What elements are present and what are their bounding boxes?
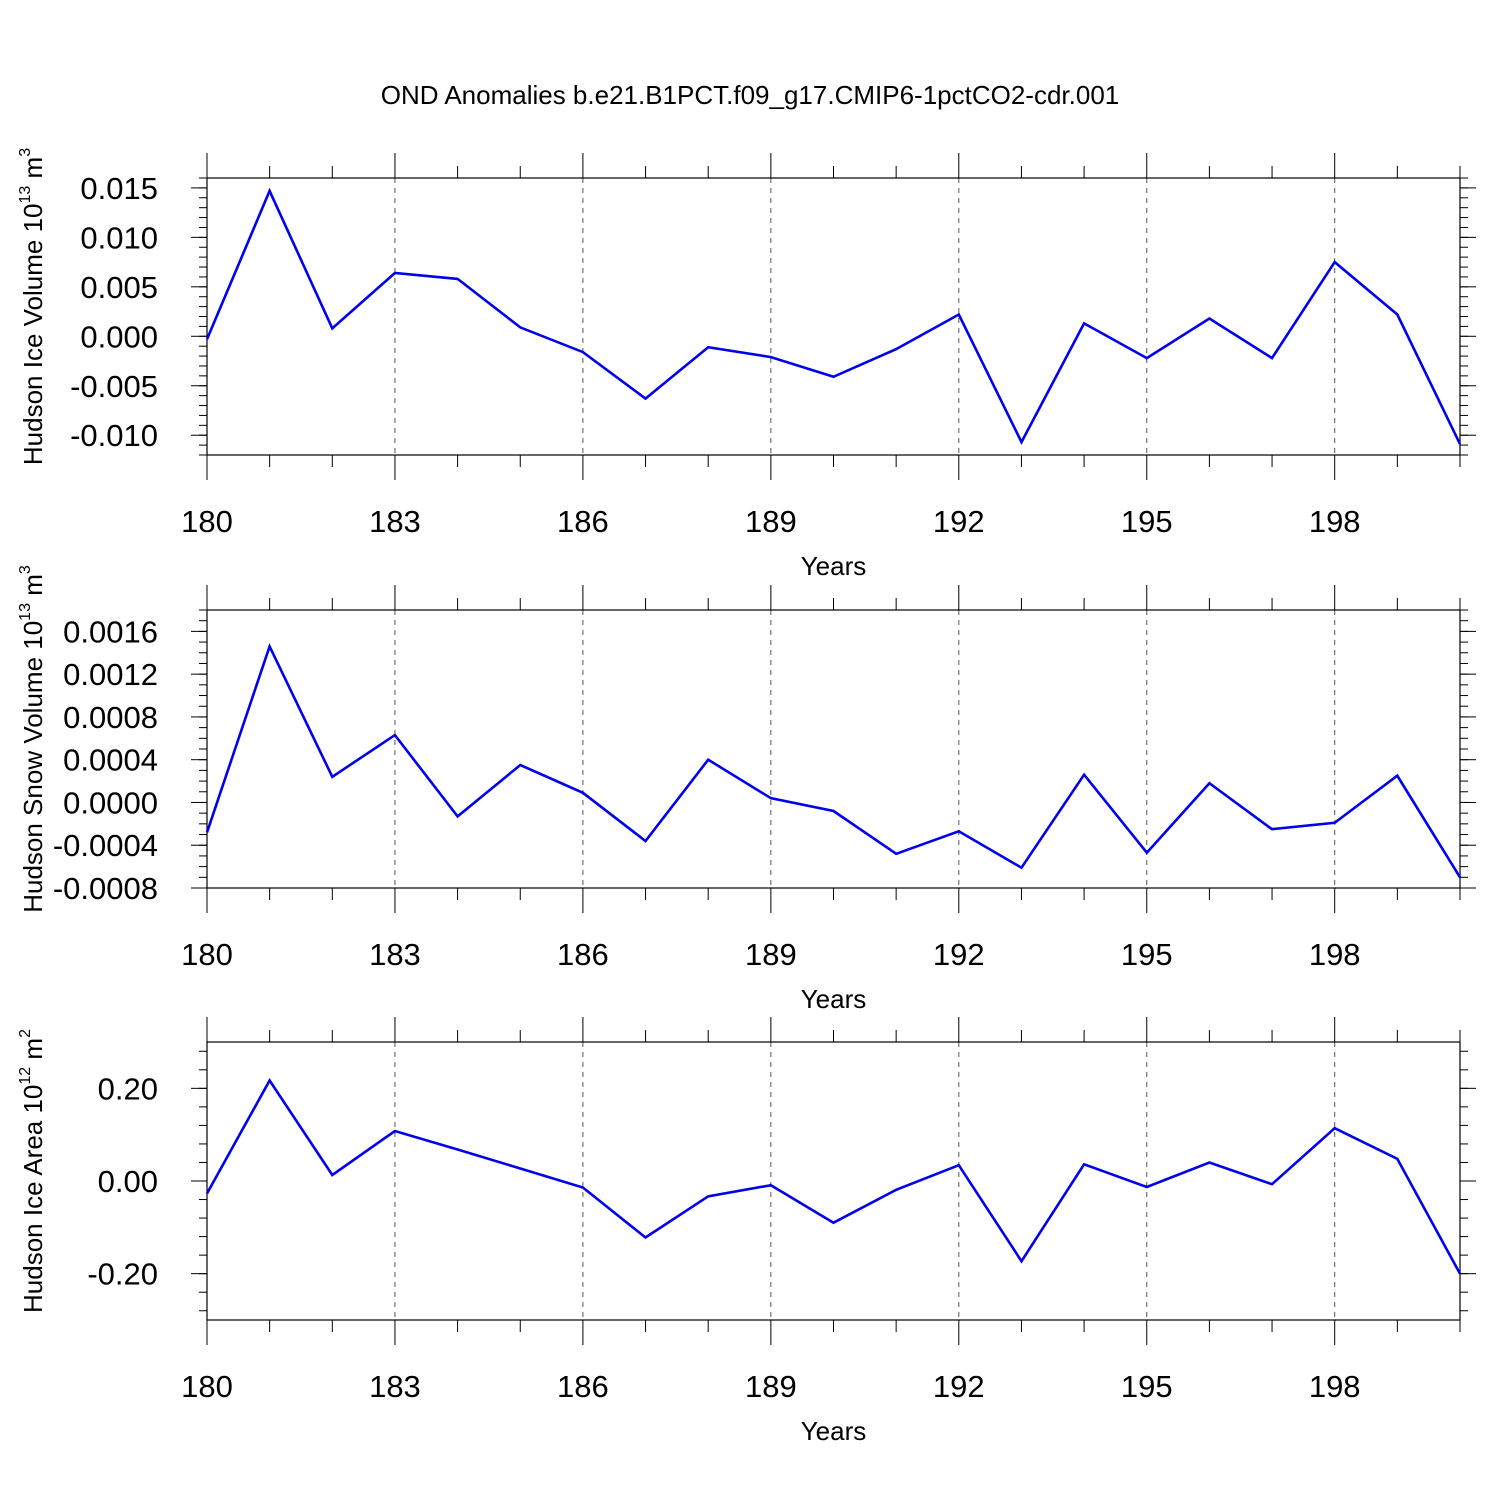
y-tick-label: -0.20 xyxy=(87,1257,158,1292)
x-tick-label: 198 xyxy=(1309,1369,1361,1404)
y-axis-label: Hudson Snow Volume 1013 m3 xyxy=(17,565,48,913)
y-tick-label: 0.005 xyxy=(80,270,158,305)
y-axis-label-exponent: 13 xyxy=(17,603,34,621)
y-axis-label-text: Hudson Ice Area 10 xyxy=(18,1085,48,1313)
x-tick-label: 189 xyxy=(745,937,797,972)
x-tick-label: 186 xyxy=(557,504,609,539)
y-axis-label-unit: m xyxy=(18,157,48,186)
y-axis-label-unit-exponent: 3 xyxy=(17,148,34,157)
x-tick-label: 180 xyxy=(181,504,233,539)
x-tick-label: 183 xyxy=(369,1369,421,1404)
y-axis-label-text: Hudson Ice Volume 10 xyxy=(18,203,48,465)
y-axis-label-exponent: 13 xyxy=(17,186,34,204)
y-tick-label: 0.0012 xyxy=(63,657,158,692)
y-tick-label: 0.010 xyxy=(80,220,158,255)
x-tick-label: 192 xyxy=(933,504,985,539)
x-tick-label: 198 xyxy=(1309,937,1361,972)
y-axis-label: Hudson Ice Area 1012 m2 xyxy=(17,1029,48,1313)
y-tick-label: 0.000 xyxy=(80,319,158,354)
y-tick-label: 0.0016 xyxy=(63,614,158,649)
x-tick-label: 198 xyxy=(1309,504,1361,539)
figure-title: OND Anomalies b.e21.B1PCT.f09_g17.CMIP6-… xyxy=(380,80,1120,110)
x-tick-label: 192 xyxy=(933,1369,985,1404)
x-tick-label: 183 xyxy=(369,937,421,972)
x-tick-label: 195 xyxy=(1121,504,1173,539)
y-axis-label-unit-exponent: 3 xyxy=(17,565,34,574)
series-line xyxy=(205,1077,1462,1275)
x-axis-label: Years xyxy=(801,1416,867,1446)
panel-1: 180 183 186 189 192 195 198 -0.010 -0.005 0.000 0.… xyxy=(17,148,1476,581)
x-axis-label: Years xyxy=(801,551,867,581)
y-tick-label: 0.00 xyxy=(98,1164,158,1199)
x-tick-label: 189 xyxy=(745,504,797,539)
x-tick-label: 186 xyxy=(557,1369,609,1404)
x-tick-label: 186 xyxy=(557,937,609,972)
y-tick-label: 0.015 xyxy=(80,171,158,206)
y-tick-label: -0.0008 xyxy=(53,871,158,906)
y-tick-label: 0.20 xyxy=(98,1071,158,1106)
x-tick-label: 195 xyxy=(1121,1369,1173,1404)
series-line xyxy=(205,642,1462,878)
x-tick-label: 195 xyxy=(1121,937,1173,972)
y-tick-label: -0.010 xyxy=(70,418,158,453)
x-axis-label: Years xyxy=(801,984,867,1014)
x-tick-label: 189 xyxy=(745,1369,797,1404)
y-axis-label-exponent: 12 xyxy=(17,1067,34,1085)
series-line xyxy=(205,187,1462,445)
x-tick-label: 180 xyxy=(181,1369,233,1404)
y-tick-label: 0.0004 xyxy=(63,743,158,778)
y-axis-label-unit: m xyxy=(18,1038,48,1067)
x-tick-label: 192 xyxy=(933,937,985,972)
y-axis-label-unit: m xyxy=(18,574,48,603)
y-tick-label: -0.0004 xyxy=(53,828,158,863)
panel-2: 180 183 186 189 192 195 198 -0.0008 -0.0004 0.000… xyxy=(17,565,1476,1014)
y-tick-label: 0.0000 xyxy=(63,785,158,820)
y-axis-label: Hudson Ice Volume 1013 m3 xyxy=(17,148,48,465)
x-tick-label: 183 xyxy=(369,504,421,539)
y-tick-label: 0.0008 xyxy=(63,700,158,735)
x-tick-label: 180 xyxy=(181,937,233,972)
y-tick-label: -0.005 xyxy=(70,369,158,404)
panel-3: 180 183 186 189 192 195 198 -0.20 0.00 0.20 Years H… xyxy=(17,1017,1476,1446)
y-axis-label-unit-exponent: 2 xyxy=(17,1029,34,1038)
y-axis-label-text: Hudson Snow Volume 10 xyxy=(18,621,48,913)
